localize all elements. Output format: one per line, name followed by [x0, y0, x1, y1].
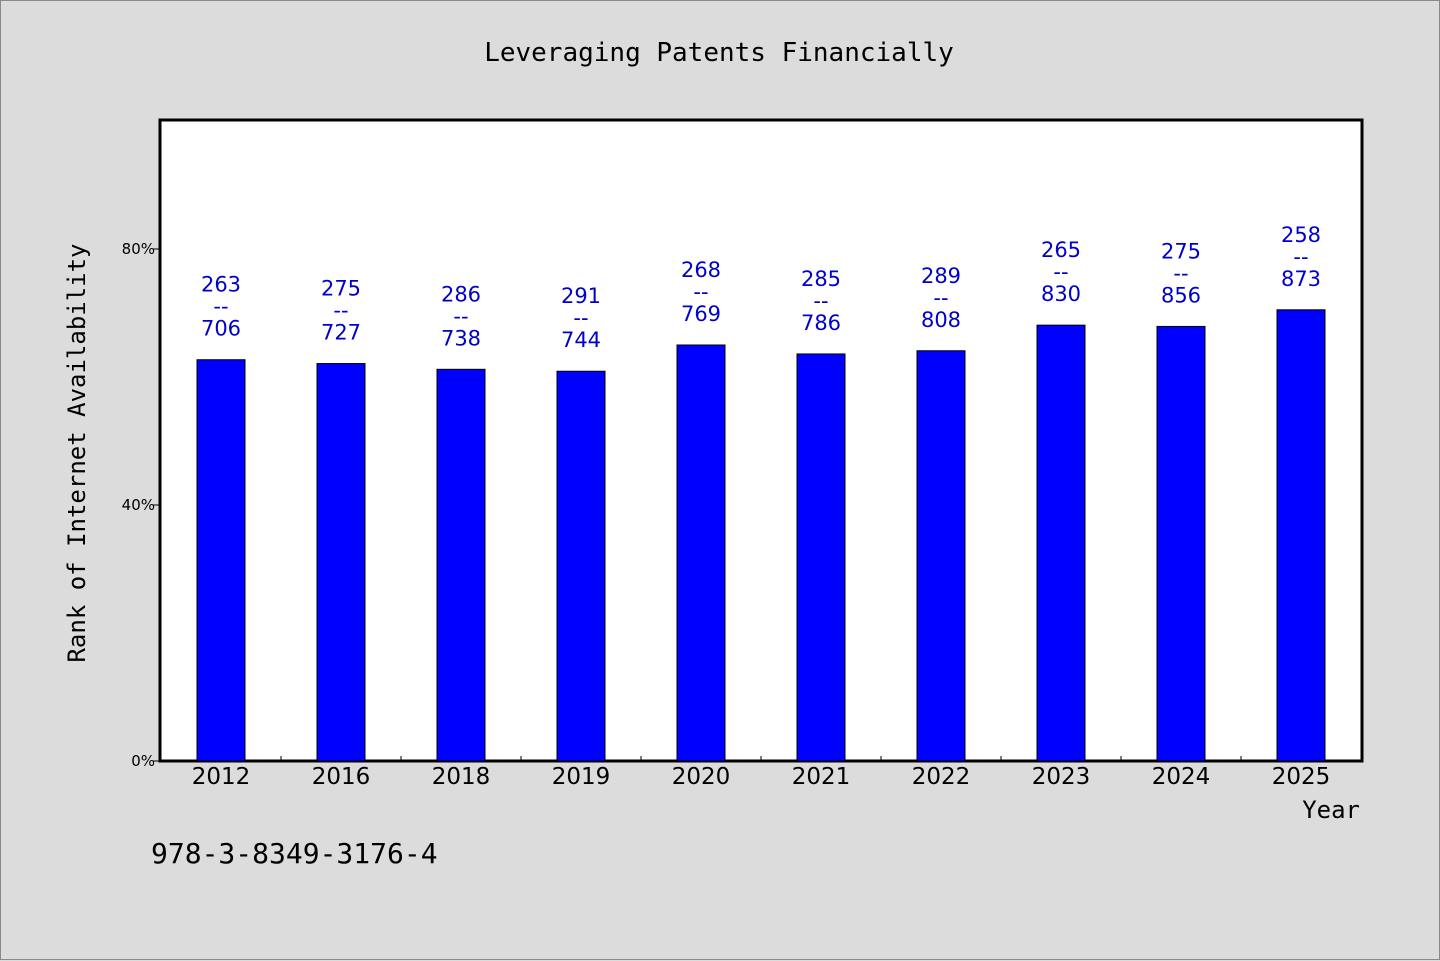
bar-2018 — [436, 368, 486, 762]
x-tick-label-2024: 2024 — [1152, 764, 1211, 790]
bar-label-2023-bottom: 830 — [1041, 282, 1081, 306]
bar-label-2020-sep: -- — [693, 280, 708, 304]
x-tick-label-2016: 2016 — [312, 764, 371, 790]
x-tick-label-2012: 2012 — [192, 764, 251, 790]
bar-label-2022-sep: -- — [933, 286, 948, 310]
bar-2016 — [316, 363, 366, 762]
isbn-text: 978-3-8349-3176-4 — [151, 837, 438, 870]
ticks-layer: 2012 2016 2018 2019 2020 2021 2022 2023 2024 2025… — [122, 240, 1331, 790]
bar-2023 — [1036, 324, 1086, 762]
x-tick-label-2023: 2023 — [1032, 764, 1091, 790]
x-axis-label: Year — [1302, 796, 1360, 824]
bar-2020 — [676, 344, 726, 762]
bar-label-2012-bottom: 706 — [201, 317, 241, 341]
bar-label-2020-top: 268 — [681, 258, 721, 282]
bar-label-2012-sep: -- — [213, 295, 228, 319]
bar-label-2021-top: 285 — [801, 267, 841, 291]
bar-label-2019-sep: -- — [573, 306, 588, 330]
bar-label-2021-bottom: 786 — [801, 311, 841, 335]
bar-2019 — [556, 370, 606, 762]
bar-2021 — [796, 353, 846, 762]
bar-label-2016-top: 275 — [321, 277, 361, 301]
x-tick-label-2025: 2025 — [1272, 764, 1331, 790]
y-axis-label: Rank of Internet Availability — [63, 243, 91, 662]
bar-2025 — [1276, 309, 1326, 762]
bar-2022 — [916, 350, 966, 762]
bar-label-2022-top: 289 — [921, 264, 961, 288]
bar-label-2018-top: 286 — [441, 282, 481, 306]
bar-label-2023-sep: -- — [1053, 260, 1068, 284]
bar-label-2024-sep: -- — [1173, 261, 1188, 285]
bar-label-2019-top: 291 — [561, 284, 601, 308]
bar-label-2012-top: 263 — [201, 273, 241, 297]
x-tick-label-2021: 2021 — [792, 764, 851, 790]
bar-2012 — [196, 359, 246, 762]
chart-title: Leveraging Patents Financially — [484, 38, 954, 68]
bar-label-2020-bottom: 769 — [681, 302, 721, 326]
bar-label-2025-bottom: 873 — [1281, 267, 1321, 291]
bar-label-2021-sep: -- — [813, 289, 828, 313]
bar-label-2024-bottom: 856 — [1161, 283, 1201, 307]
bar-label-2019-bottom: 744 — [561, 328, 601, 352]
bar-label-2023-top: 265 — [1041, 238, 1081, 262]
y-tick-label: 40% — [122, 496, 155, 514]
bar-label-2025-sep: -- — [1293, 245, 1308, 269]
y-tick-label: 0% — [131, 752, 155, 770]
bars-layer — [196, 309, 1326, 762]
x-tick-label-2020: 2020 — [672, 764, 731, 790]
x-tick-label-2018: 2018 — [432, 764, 491, 790]
bar-label-2018-bottom: 738 — [441, 326, 481, 350]
bar-label-2016-bottom: 727 — [321, 321, 361, 345]
x-tick-label-2022: 2022 — [912, 764, 971, 790]
bar-2024 — [1156, 325, 1206, 762]
x-tick-label-2019: 2019 — [552, 764, 611, 790]
bar-label-2025-top: 258 — [1281, 223, 1321, 247]
bar-label-2016-sep: -- — [333, 299, 348, 323]
y-tick-label: 80% — [122, 240, 155, 258]
bar-label-2018-sep: -- — [453, 304, 468, 328]
bar-label-2022-bottom: 808 — [921, 308, 961, 332]
bar-label-2024-top: 275 — [1161, 239, 1201, 263]
bar-labels-layer: 263--706275--727286--738291--744268--769… — [201, 223, 1321, 352]
